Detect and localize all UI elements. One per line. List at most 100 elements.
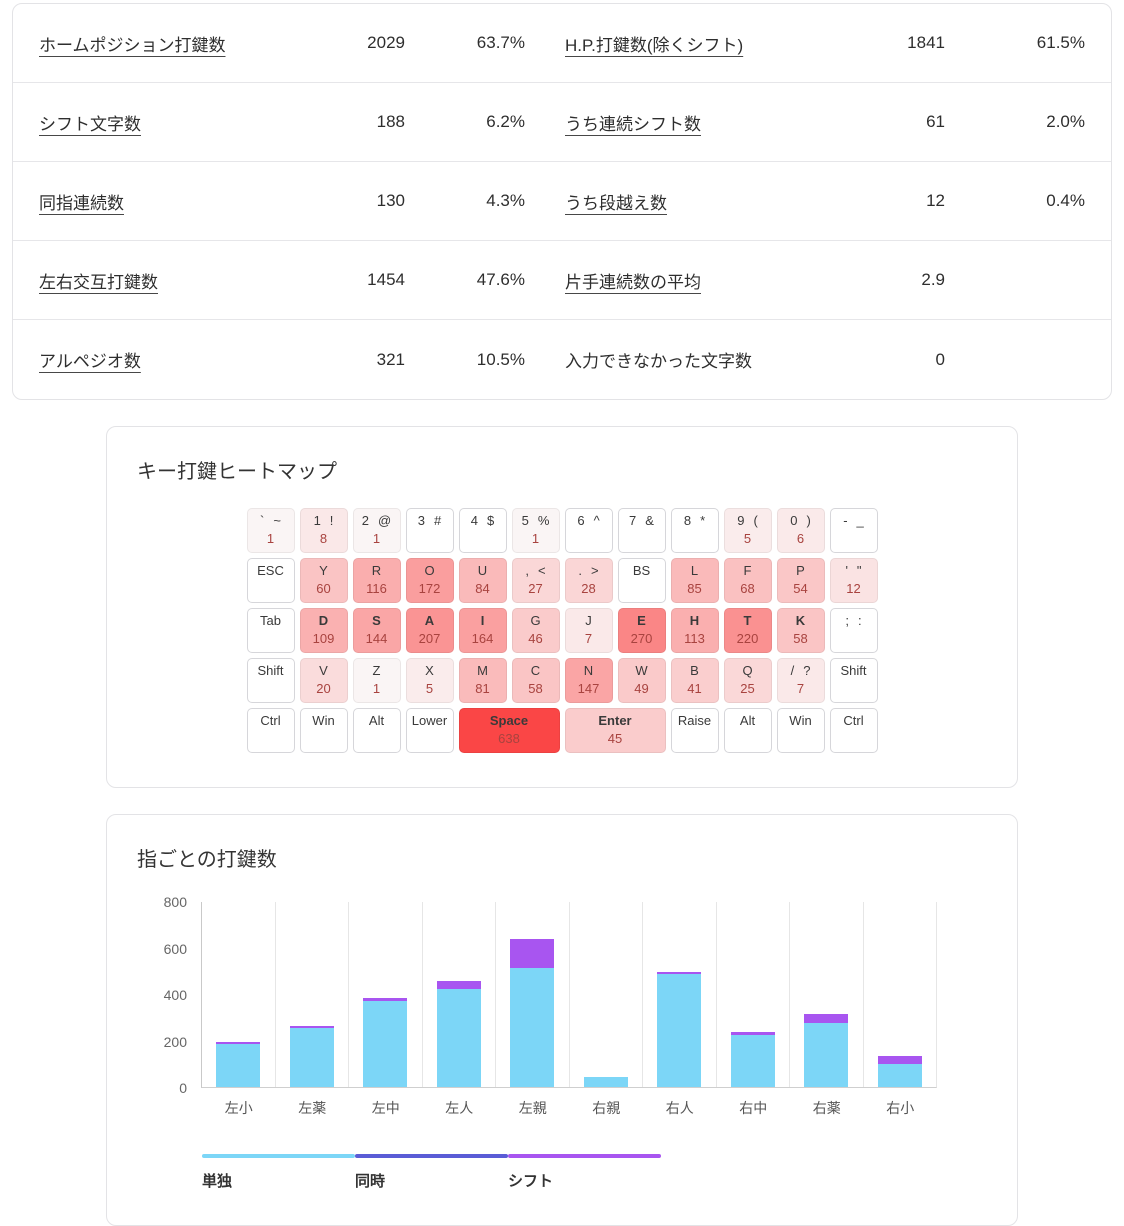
key-count: 5 bbox=[425, 680, 434, 696]
key-label: U bbox=[477, 563, 488, 578]
bar-segment-単独 bbox=[877, 1063, 922, 1087]
stat-label[interactable]: アルペジオ数 bbox=[39, 352, 141, 371]
key-count: 1 bbox=[372, 530, 381, 546]
key-label: Win bbox=[312, 713, 335, 728]
legend-item-同時[interactable]: 同時 bbox=[355, 1154, 508, 1191]
key-label: T bbox=[743, 613, 752, 628]
key-label: L bbox=[690, 563, 699, 578]
key-shift: Shift bbox=[246, 658, 295, 703]
stat-value: 2029 bbox=[367, 33, 405, 52]
bar-segment-シフト bbox=[730, 1031, 775, 1035]
key-shift-label: ^ bbox=[593, 513, 600, 528]
key-label: D bbox=[318, 613, 329, 628]
key-legend: F bbox=[743, 563, 752, 579]
key-': ' " 12 bbox=[829, 558, 878, 603]
key-shift-label: ) bbox=[806, 513, 811, 528]
y-tick-label: 200 bbox=[163, 1033, 187, 1050]
key-legend: Q bbox=[742, 663, 752, 679]
key-t: T 220 bbox=[723, 608, 772, 653]
key-legend: L bbox=[690, 563, 699, 579]
stat-percent: 10.5% bbox=[476, 349, 525, 369]
heatmap-card: キー打鍵ヒートマップ ` ~1 1! 8 2 @1 3 #4 $5% 1 6 ^ 7 & 8 * 9(5 0) 6-… bbox=[106, 426, 1018, 788]
x-tick-label: 右薬 bbox=[812, 1100, 841, 1116]
key-label: Raise bbox=[677, 713, 712, 728]
stat-value: 12 bbox=[926, 191, 945, 210]
legend-item-シフト[interactable]: シフト bbox=[508, 1154, 661, 1191]
stat-label[interactable]: うち段越え数 bbox=[565, 193, 667, 213]
stat-label[interactable]: 片手連続数の平均 bbox=[565, 272, 701, 292]
key-legend: ' " bbox=[845, 563, 861, 579]
stat-label[interactable]: うち連続シフト数 bbox=[565, 114, 701, 134]
key-count: 28 bbox=[581, 580, 596, 596]
legend-item-単独[interactable]: 単独 bbox=[202, 1154, 355, 1191]
stat-label[interactable]: 左右交互打鍵数 bbox=[39, 272, 158, 292]
key-space: Space 638 bbox=[458, 708, 560, 753]
key-count: 7 bbox=[584, 630, 593, 646]
key-legend: Tab bbox=[260, 613, 281, 629]
bar-segment-シフト bbox=[657, 971, 702, 975]
x-tick-label: 左中 bbox=[371, 1100, 400, 1116]
key-2: 2 @1 bbox=[352, 508, 401, 553]
key-label: - bbox=[843, 513, 848, 528]
stacked-bar bbox=[583, 1076, 628, 1087]
key-label: Tab bbox=[260, 613, 281, 628]
key-label: 4 bbox=[470, 513, 478, 528]
chart-column bbox=[495, 902, 569, 1087]
key-legend: Raise bbox=[677, 713, 712, 729]
key-count: 109 bbox=[312, 630, 335, 646]
key-shift-label: ? bbox=[803, 663, 811, 678]
bar-segment-単独 bbox=[216, 1044, 261, 1087]
x-tick-label: 左小 bbox=[224, 1100, 253, 1116]
key-label: F bbox=[743, 563, 752, 578]
key-count: 60 bbox=[316, 580, 331, 596]
key-legend: 9( bbox=[737, 513, 758, 529]
key-legend: - _ bbox=[843, 513, 864, 529]
key-label: 8 bbox=[683, 513, 692, 528]
bar-segment-シフト bbox=[510, 939, 555, 969]
stat-label[interactable]: ホームポジション打鍵数 bbox=[39, 35, 226, 55]
stat-label[interactable]: シフト文字数 bbox=[39, 114, 141, 134]
key-c: C 58 bbox=[511, 658, 560, 703]
key-legend: Lower bbox=[412, 713, 447, 729]
key-legend: H bbox=[690, 613, 699, 629]
bar-segment-単独 bbox=[363, 1000, 408, 1087]
key-count: 116 bbox=[366, 580, 387, 596]
key-shift-label: * bbox=[700, 513, 706, 528]
key-label: N bbox=[583, 663, 594, 678]
key-count: 1 bbox=[531, 530, 540, 546]
key-label: S bbox=[372, 613, 381, 628]
stats-table-body: ホームポジション打鍵数 2029 63.7% H.P.打鍵数(除くシフト) 1841 61… bbox=[13, 4, 1111, 399]
key-count: 81 bbox=[475, 680, 490, 696]
chart-column bbox=[348, 902, 422, 1087]
finger-chart-title: 指ごとの打鍵数 bbox=[137, 849, 277, 871]
key-v: V 20 bbox=[299, 658, 348, 703]
key-label: 1 bbox=[313, 513, 321, 528]
keyboard-row: Shift V 20 Z 1 X 5 M 81 C 58 N 147 W 49 B 41 Q 25/? 7 Shift bbox=[246, 658, 878, 703]
key-shift-label: ! bbox=[329, 513, 334, 528]
key-0: 0) 6 bbox=[776, 508, 825, 553]
key-legend: M bbox=[477, 663, 488, 679]
x-axis-labels: 左小 左薬 左中 左人 左親 右親 右人 右中 右薬 右小 bbox=[202, 1098, 937, 1118]
key-y: Y 60 bbox=[299, 558, 348, 603]
stats-row: ホームポジション打鍵数 2029 63.7% H.P.打鍵数(除くシフト) 1841 61… bbox=[13, 4, 1111, 83]
key-legend: I bbox=[481, 613, 485, 629]
keyboard: ` ~1 1! 8 2 @1 3 #4 $5% 1 6 ^ 7 & 8 * 9(5 0) 6- _ ESC Y 60 R 116… bbox=[246, 508, 878, 753]
x-tick-label: 左薬 bbox=[298, 1100, 327, 1116]
stat-value: 0 bbox=[935, 349, 945, 369]
key-legend: 2 @ bbox=[362, 513, 391, 529]
key-count: 8 bbox=[319, 530, 328, 546]
key-legend: E bbox=[637, 613, 646, 629]
key-count: 638 bbox=[498, 730, 520, 746]
bar-segment-単独 bbox=[657, 974, 702, 1087]
key-shift-label: < bbox=[538, 563, 546, 578]
key-p: P 54 bbox=[776, 558, 825, 603]
key-legend: C bbox=[531, 663, 540, 679]
key-f: F 68 bbox=[723, 558, 772, 603]
key-legend: B bbox=[690, 663, 699, 679]
key-legend: 4 $ bbox=[470, 513, 494, 529]
stats-table: ホームポジション打鍵数 2029 63.7% H.P.打鍵数(除くシフト) 1841 61… bbox=[12, 3, 1112, 400]
stat-label[interactable]: 同指連続数 bbox=[39, 193, 124, 213]
stat-label[interactable]: H.P.打鍵数(除くシフト) bbox=[565, 35, 744, 55]
